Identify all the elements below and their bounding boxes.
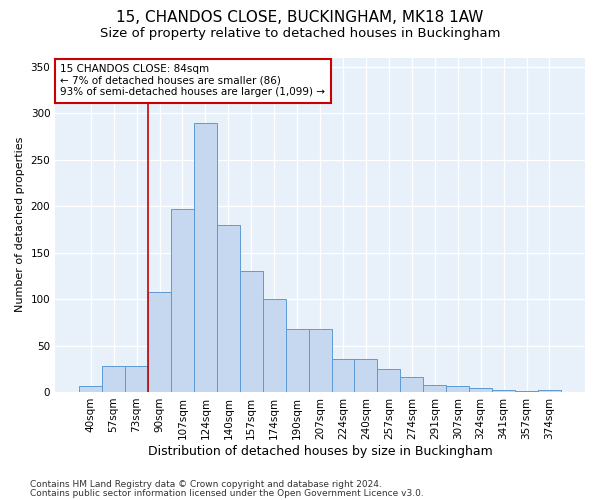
Bar [240,271,263,392]
X-axis label: Distribution of detached houses by size in Buckingham: Distribution of detached houses by size … [148,444,493,458]
Bar [148,292,171,392]
Bar [332,360,355,392]
Bar [446,386,469,392]
Bar [423,384,446,392]
Bar [469,388,492,392]
Bar [286,329,308,392]
Text: Contains public sector information licensed under the Open Government Licence v3: Contains public sector information licen… [30,488,424,498]
Text: Contains HM Land Registry data © Crown copyright and database right 2024.: Contains HM Land Registry data © Crown c… [30,480,382,489]
Text: 15, CHANDOS CLOSE, BUCKINGHAM, MK18 1AW: 15, CHANDOS CLOSE, BUCKINGHAM, MK18 1AW [116,10,484,25]
Bar [377,368,400,392]
Bar [355,360,377,392]
Text: 15 CHANDOS CLOSE: 84sqm
← 7% of detached houses are smaller (86)
93% of semi-det: 15 CHANDOS CLOSE: 84sqm ← 7% of detached… [61,64,325,98]
Bar [217,224,240,392]
Bar [400,377,423,392]
Bar [171,209,194,392]
Bar [102,366,125,392]
Bar [538,390,561,392]
Bar [515,391,538,392]
Text: Size of property relative to detached houses in Buckingham: Size of property relative to detached ho… [100,28,500,40]
Bar [194,122,217,392]
Bar [79,386,102,392]
Bar [263,299,286,392]
Bar [125,366,148,392]
Y-axis label: Number of detached properties: Number of detached properties [15,137,25,312]
Bar [308,329,332,392]
Bar [492,390,515,392]
